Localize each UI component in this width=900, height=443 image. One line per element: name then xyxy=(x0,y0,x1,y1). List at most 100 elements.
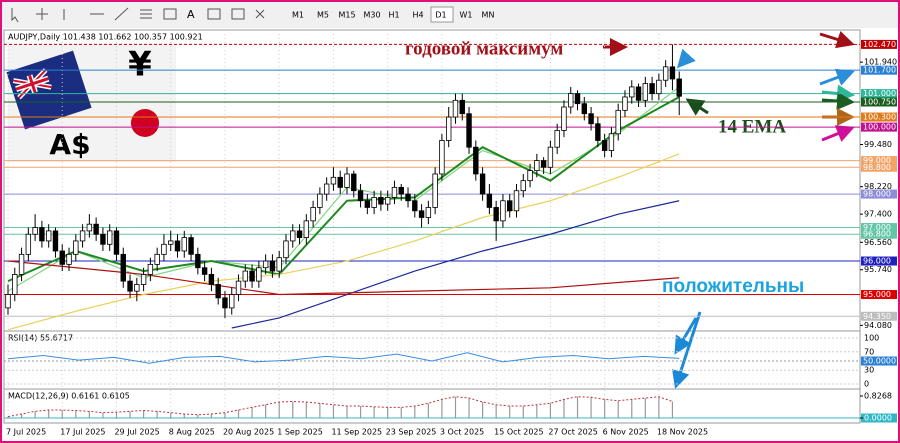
candle-body xyxy=(540,160,547,168)
timeframe-button[interactable]: H1 xyxy=(388,11,399,20)
candle-body xyxy=(39,227,45,242)
candle-body xyxy=(656,79,662,95)
timeframe-button[interactable]: D1 xyxy=(435,11,446,20)
y-tick-label: 100 xyxy=(864,334,879,343)
timeframe-button[interactable]: M1 xyxy=(292,11,304,20)
y-tick-label: 0.8268 xyxy=(864,392,892,401)
timeframe-button[interactable]: M30 xyxy=(363,11,380,20)
flag-text: ¥ xyxy=(128,45,152,85)
label-icon[interactable] xyxy=(207,8,221,20)
level-label-bg xyxy=(861,97,897,107)
candle-body xyxy=(493,207,499,222)
x-tick-label: 7 Jul 2025 xyxy=(6,428,46,437)
candle-body xyxy=(364,200,371,208)
candle-body xyxy=(317,193,323,208)
level-label: 98.800 xyxy=(863,163,891,172)
candle-body xyxy=(473,146,479,175)
x-tick-label: 8 Aug 2025 xyxy=(169,428,215,437)
y-tick-label: 94.080 xyxy=(864,321,892,330)
candle-body xyxy=(310,207,316,222)
level-label: 99.000 xyxy=(863,156,891,165)
annotation: положительны xyxy=(662,276,804,297)
y-tick-label: 95.740 xyxy=(864,265,892,274)
y-tick-label: 99.480 xyxy=(864,140,892,149)
candle-body xyxy=(18,253,25,275)
candle-body xyxy=(513,190,520,212)
level-label-bg xyxy=(861,162,897,172)
candle-body xyxy=(174,240,181,252)
candle-body xyxy=(554,130,560,148)
y-tick-label: 98.220 xyxy=(864,182,892,191)
x-tick-label: 15 Oct 2025 xyxy=(494,428,543,437)
level-label-bg xyxy=(861,112,897,122)
candle-body xyxy=(113,230,120,255)
y-tick-label: 101.940 xyxy=(864,58,897,67)
crosshair-icon[interactable] xyxy=(36,8,48,20)
candle-body xyxy=(561,106,567,131)
candle-body xyxy=(201,267,208,275)
level-label-bg xyxy=(861,356,897,366)
text-icon[interactable]: A xyxy=(187,8,195,21)
timeframe-button[interactable]: MN xyxy=(482,11,495,20)
candle-body xyxy=(608,133,615,151)
timeframe-button[interactable]: W1 xyxy=(460,11,473,20)
candle-body xyxy=(249,270,255,282)
cursor-icon[interactable] xyxy=(11,8,19,23)
candle-body xyxy=(378,197,384,205)
candle-body xyxy=(262,260,269,269)
level-label-bg xyxy=(861,39,897,49)
candle-body xyxy=(568,93,574,108)
candle-body xyxy=(120,253,126,282)
candle-body xyxy=(79,230,86,242)
shapes-icon[interactable] xyxy=(255,9,265,19)
candle-body xyxy=(195,253,201,269)
candle-body xyxy=(337,176,343,188)
x-tick-label: 1 Sep 2025 xyxy=(277,428,323,437)
candle-body xyxy=(520,180,526,192)
x-tick-label: 20 Aug 2025 xyxy=(223,428,274,437)
level-label-bg xyxy=(861,223,897,233)
y-tick-label: 30 xyxy=(864,366,874,375)
candle-body xyxy=(107,230,113,245)
level-label-bg xyxy=(861,189,897,199)
candle-body xyxy=(269,260,276,272)
fibo-icon[interactable] xyxy=(163,8,177,20)
candle-body xyxy=(357,190,364,202)
level-label: 98.000 xyxy=(863,190,891,199)
y-tick-label: 97.400 xyxy=(864,210,892,219)
candle-body xyxy=(676,78,682,97)
candle-body xyxy=(622,96,628,111)
candle-body xyxy=(229,294,235,309)
candle-body xyxy=(418,210,425,218)
candle-body xyxy=(59,250,65,265)
candle-body xyxy=(276,257,282,272)
level-label-bg xyxy=(861,290,897,300)
candle-body xyxy=(601,140,608,151)
trend-icon[interactable] xyxy=(114,7,129,21)
level-label: 95.000 xyxy=(863,290,891,299)
candle-body xyxy=(391,186,398,198)
candle-body xyxy=(181,237,187,252)
timeframe-button[interactable]: H4 xyxy=(412,11,423,20)
flag-image: A$ ¥ xyxy=(6,44,176,162)
rect-icon[interactable] xyxy=(231,8,245,20)
candle-body xyxy=(12,274,18,295)
x-tick-label: 27 Oct 2025 xyxy=(548,428,597,437)
timeframe-button[interactable]: M5 xyxy=(317,11,329,20)
candle-body xyxy=(642,83,649,101)
x-tick-label: 17 Jul 2025 xyxy=(60,428,105,437)
level-label: 102.470 xyxy=(863,40,896,49)
channel-icon[interactable] xyxy=(140,9,152,19)
candle-body xyxy=(371,197,377,208)
timeframe-button[interactable]: M15 xyxy=(338,11,355,20)
candle-body xyxy=(161,243,167,255)
candle-body xyxy=(439,140,445,175)
level-label-bg xyxy=(861,65,897,75)
candle-body xyxy=(615,109,621,135)
candle-body xyxy=(412,200,418,212)
candle-body xyxy=(66,253,72,265)
candle-body xyxy=(432,173,438,208)
ma-line xyxy=(231,200,680,329)
candle-body xyxy=(534,160,540,172)
candle-body xyxy=(459,99,465,115)
